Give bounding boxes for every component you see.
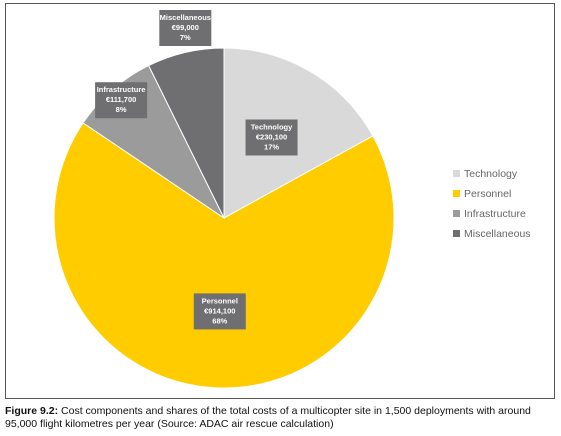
pie-slice-personnel	[53, 122, 395, 389]
pie-slice-technology	[223, 47, 374, 219]
slice-category-label: Miscellaneous	[160, 13, 211, 22]
slice-value-label: €111,700	[106, 95, 136, 104]
pie-chart: Technology€230,10017%Personnel€914,10068…	[53, 10, 531, 389]
legend: Technology Personnel Infrastructure Miscell…	[453, 168, 531, 240]
slice-category-label: Personnel	[202, 296, 238, 305]
slice-percent-label: 68%	[212, 316, 227, 325]
legend-item-infrastructure: Infrastructure	[453, 208, 526, 220]
caption-label: Figure 9.2:	[5, 405, 59, 417]
slice-category-label: Technology	[251, 122, 293, 131]
slice-label-box	[245, 119, 298, 156]
slice-value-label: €230,100	[256, 132, 287, 141]
figure-caption: Figure 9.2: Cost components and shares o…	[5, 405, 557, 431]
slice-percent-label: 8%	[116, 105, 127, 114]
slice-label-box	[95, 82, 148, 119]
legend-swatch	[453, 210, 460, 217]
legend-label: Infrastructure	[464, 208, 526, 220]
legend-swatch	[453, 170, 460, 177]
legend-item-miscellaneous: Miscellaneous	[453, 228, 531, 240]
slice-label-box	[159, 10, 212, 46]
slice-value-label: €99,000	[172, 23, 199, 32]
legend-label: Personnel	[464, 188, 511, 200]
slice-category-label: Infrastructure	[97, 85, 146, 94]
legend-label: Miscellaneous	[464, 228, 531, 240]
slice-label-box	[193, 293, 246, 330]
legend-swatch	[453, 190, 460, 197]
slice-percent-label: 17%	[264, 142, 279, 151]
caption-text: Cost components and shares of the total …	[5, 405, 531, 430]
slice-value-label: €914,100	[204, 306, 235, 315]
legend-label: Technology	[464, 168, 518, 180]
legend-item-technology: Technology	[453, 168, 518, 180]
legend-swatch	[453, 230, 460, 237]
chart-frame: Technology €230,100 17% Personnel €914,100 68…	[5, 3, 555, 399]
pie-slice-miscellaneous	[147, 47, 225, 219]
slice-percent-label: 7%	[180, 33, 191, 42]
legend-item-personnel: Personnel	[453, 188, 511, 200]
